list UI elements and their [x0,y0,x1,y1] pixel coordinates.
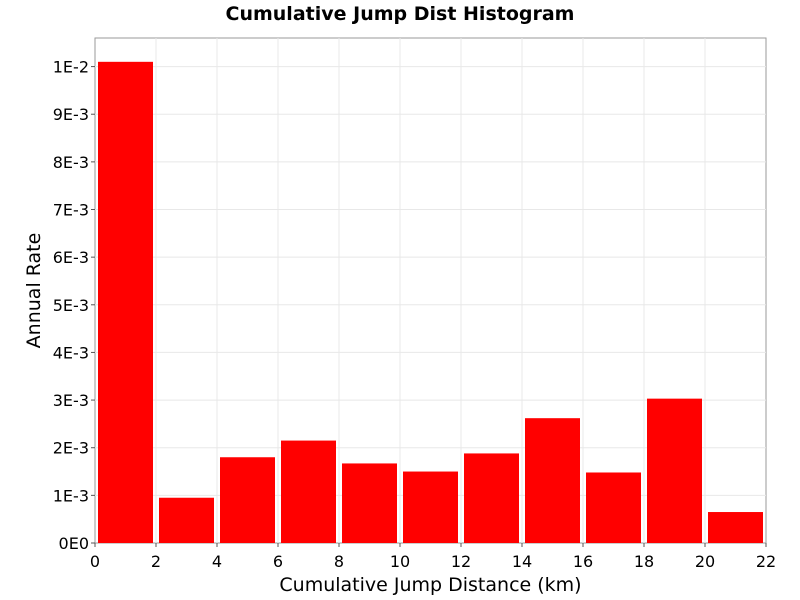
x-tick-label: 0 [90,552,100,571]
x-tick-label: 16 [573,552,593,571]
y-tick-label: 0E0 [59,534,89,553]
bar [98,61,153,544]
x-tick-label: 20 [695,552,715,571]
y-tick-label: 1E-3 [53,486,89,505]
x-axis-ticks: 0 2 4 6 8 10 12 14 16 18 20 22 [90,543,776,571]
bar [342,463,397,543]
x-tick-label: 4 [212,552,222,571]
x-tick-label: 22 [756,552,776,571]
bar [159,497,214,543]
grid-lines [95,38,766,543]
x-tick-label: 8 [334,552,344,571]
bar [281,440,336,543]
x-tick-label: 14 [512,552,532,571]
y-tick-label: 6E-3 [53,248,89,267]
bar [586,472,641,543]
bars [98,61,763,544]
bar [647,398,702,543]
bar [220,457,275,543]
bar [525,418,580,543]
bar [464,453,519,543]
bar [708,512,763,543]
x-tick-label: 6 [273,552,283,571]
y-tick-label: 4E-3 [53,343,89,362]
y-tick-label: 2E-3 [53,439,89,458]
y-tick-label: 5E-3 [53,296,89,315]
y-tick-label: 8E-3 [53,153,89,172]
y-axis-label: Annual Rate [23,233,45,349]
y-tick-label: 9E-3 [53,105,89,124]
x-axis-label: Cumulative Jump Distance (km) [279,574,581,596]
x-tick-label: 12 [451,552,471,571]
y-tick-label: 3E-3 [53,391,89,410]
y-tick-label: 1E-2 [53,58,89,77]
bar [403,471,458,543]
x-tick-label: 18 [634,552,654,571]
y-tick-label: 7E-3 [53,201,89,220]
chart-title: Cumulative Jump Dist Histogram [226,3,575,25]
x-tick-label: 10 [390,552,410,571]
y-axis-ticks: 0E0 1E-3 2E-3 3E-3 4E-3 5E-3 6E-3 7E-3 8E-3 9E-3 1… [53,58,95,553]
x-tick-label: 2 [151,552,161,571]
